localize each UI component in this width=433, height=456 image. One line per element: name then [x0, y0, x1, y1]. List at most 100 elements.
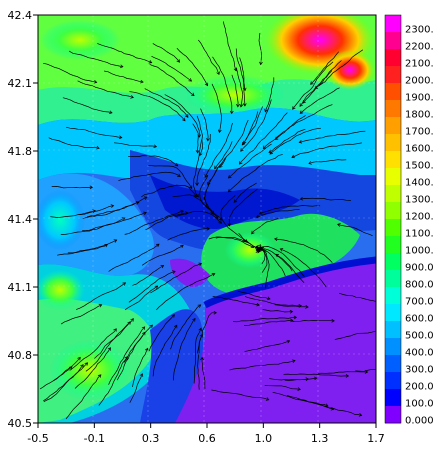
streamline-arrowhead — [140, 79, 144, 84]
streamline-arrowhead — [240, 148, 244, 152]
streamline-arrowhead — [274, 237, 278, 241]
streamline-arrowhead — [200, 356, 204, 361]
streamline-arrowhead — [337, 223, 341, 227]
streamline-arrowhead — [265, 397, 270, 401]
streamline-arrowhead — [292, 106, 296, 110]
streamline-arrowhead — [218, 220, 223, 224]
streamline-arrowhead — [239, 161, 243, 165]
colorbar-swatch — [385, 100, 401, 118]
streamline — [280, 248, 327, 288]
streamline — [237, 290, 271, 300]
streamline-arrowhead — [98, 304, 103, 308]
streamline-arrowhead — [107, 347, 111, 351]
streamline-arrowhead — [264, 108, 268, 113]
streamline-arrowhead — [279, 248, 284, 252]
colorbar-label: 400.0 — [405, 348, 433, 359]
streamline — [164, 94, 200, 138]
streamline — [269, 127, 321, 155]
streamline — [231, 74, 239, 107]
streamline — [292, 61, 334, 110]
streamline-arrowhead — [213, 310, 217, 315]
streamline — [244, 320, 293, 326]
pyrenees-peak-northeast — [325, 50, 375, 90]
streamline-arrowhead — [250, 244, 255, 249]
streamline — [241, 111, 258, 146]
streamline-arrowhead — [259, 61, 263, 66]
streamline — [50, 210, 96, 218]
streamline-arrowhead — [113, 239, 118, 243]
streamline-arrowhead — [244, 239, 248, 243]
streamline-arrowhead — [345, 374, 350, 378]
streamline-arrowhead — [239, 103, 244, 108]
streamline — [172, 318, 196, 381]
colorbar-label: 1700. — [405, 127, 433, 138]
streamline — [132, 348, 149, 387]
streamline — [147, 165, 193, 189]
streamline — [57, 239, 117, 256]
y-tick-label: 41.1 — [8, 281, 33, 294]
colorbar-swatch — [385, 304, 401, 322]
colorbar-label: 200.0 — [405, 382, 433, 393]
streamline-arrowhead — [195, 150, 200, 154]
streamline — [129, 91, 186, 122]
streamline — [62, 97, 113, 114]
colorbar-label: 1100. — [405, 229, 433, 240]
colorbar-label: 2100. — [405, 59, 433, 70]
streamline-arrowhead — [177, 173, 181, 177]
streamline — [192, 123, 199, 153]
streamline — [300, 197, 351, 201]
colorbar-swatch — [385, 117, 401, 135]
grid — [38, 15, 376, 423]
streamline-arrowhead — [199, 333, 204, 338]
coastal-lowland — [140, 309, 204, 423]
streamline-arrowhead — [229, 110, 234, 115]
streamline — [129, 373, 143, 403]
streamline — [291, 142, 362, 158]
x-tick-label: -0.5 — [27, 432, 48, 445]
streamline — [128, 155, 179, 167]
streamline-arrowhead — [258, 248, 262, 252]
colorbar-swatch — [385, 372, 401, 390]
streamline — [199, 175, 214, 214]
streamline — [261, 248, 293, 272]
streamline-arrowhead — [330, 406, 335, 411]
streamline — [211, 389, 269, 401]
streamline-arrowhead — [305, 305, 309, 309]
streamline — [198, 39, 220, 75]
colorbar-swatch — [385, 270, 401, 288]
streamline-arrowhead — [286, 339, 291, 344]
streamline — [255, 246, 268, 273]
streamline-arrowhead — [118, 135, 123, 140]
streamline — [244, 340, 290, 352]
streamline — [68, 50, 123, 68]
colorbar-swatch — [385, 321, 401, 339]
colorbar-label: 1600. — [405, 144, 433, 155]
streamline — [140, 184, 197, 198]
streamline — [233, 182, 257, 203]
streamline-arrowhead — [251, 230, 255, 235]
streamline — [204, 161, 224, 221]
streamline — [196, 133, 211, 186]
streamline-arrowhead — [130, 318, 134, 322]
streamline — [51, 186, 93, 189]
streamline — [149, 64, 195, 96]
streamline — [193, 328, 202, 384]
west-hill — [38, 190, 85, 250]
streamline-arrowhead — [263, 250, 268, 254]
streamline — [212, 296, 260, 306]
streamline — [98, 356, 128, 406]
streamline-arrowhead — [214, 165, 218, 170]
streamline — [60, 304, 102, 325]
streamline-arrowhead — [198, 262, 203, 267]
streamline — [334, 330, 376, 340]
streamline — [201, 357, 206, 389]
streamline-arrowhead — [121, 217, 126, 221]
colorbar-swatch — [385, 355, 401, 373]
streamline — [200, 108, 209, 141]
streamline-arrowhead — [174, 324, 178, 329]
streamline — [256, 209, 300, 218]
streamline-arrowhead — [189, 185, 193, 190]
streamline-arrowhead — [143, 211, 147, 216]
streamline — [240, 99, 272, 152]
